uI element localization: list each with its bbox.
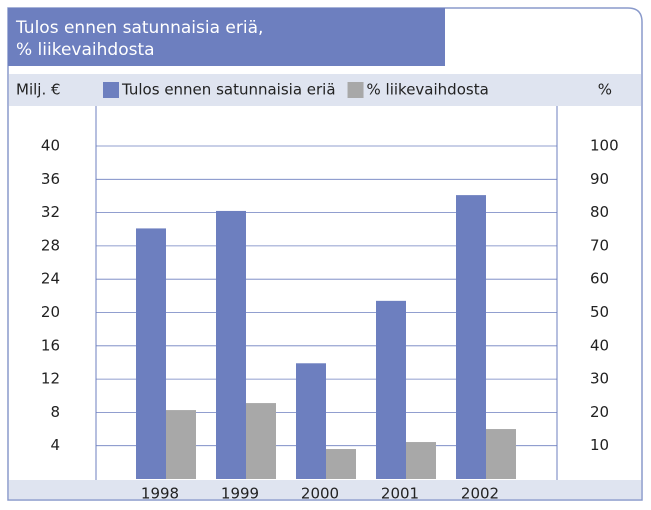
x-tick-label: 1998 [141, 485, 179, 503]
legend-label: Tulos ennen satunnaisia eriä [121, 81, 336, 99]
y2-tick-label: 80 [590, 203, 609, 221]
y-tick-label: 20 [41, 303, 60, 321]
y-tick-label: 40 [41, 137, 60, 155]
y-tick-label: 24 [41, 270, 60, 288]
y2-tick-label: 10 [590, 436, 609, 454]
bottom-band [9, 480, 641, 499]
legend-swatch [347, 82, 364, 98]
y2-tick-label: 30 [590, 370, 609, 388]
bar [486, 429, 516, 479]
bar [246, 403, 276, 479]
y2-tick-label: 70 [590, 236, 609, 254]
bar [136, 228, 166, 479]
y2-tick-label: 20 [590, 403, 609, 421]
y2-tick-label: 50 [590, 303, 609, 321]
y-tick-label: 32 [41, 203, 60, 221]
bar [406, 442, 436, 479]
y2-tick-label: 60 [590, 270, 609, 288]
bar [456, 195, 486, 479]
x-tick-label: 2000 [301, 485, 339, 503]
y2-tick-label: 100 [590, 137, 619, 155]
y2-tick-label: 90 [590, 170, 609, 188]
y-tick-label: 12 [41, 370, 60, 388]
y-axis-label: Milj. € [16, 81, 61, 99]
chart-subtitle: % liikevaihdosta [16, 40, 155, 60]
legend-label: % liikevaihdosta [367, 81, 489, 99]
y2-tick-label: 40 [590, 336, 609, 354]
y-tick-label: 8 [50, 403, 60, 421]
title-box [8, 8, 445, 66]
bar [166, 410, 196, 479]
bar [326, 449, 356, 479]
y-tick-label: 4 [50, 436, 60, 454]
y-tick-label: 36 [41, 170, 60, 188]
bar [296, 363, 326, 479]
y2-axis-label: % [598, 81, 612, 99]
x-tick-label: 1999 [221, 485, 259, 503]
bar [376, 300, 406, 479]
chart-title: Tulos ennen satunnaisia eriä, [15, 18, 263, 38]
legend-swatch [103, 82, 119, 98]
x-tick-label: 2001 [381, 485, 419, 503]
bar [216, 210, 246, 479]
x-tick-label: 2002 [461, 485, 499, 503]
y-tick-label: 16 [41, 336, 60, 354]
y-tick-label: 28 [41, 236, 60, 254]
